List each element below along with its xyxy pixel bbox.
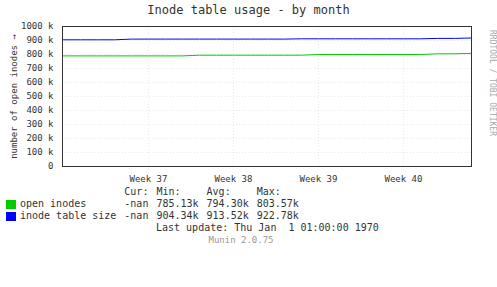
html-text:913.52k: 913.52k [206,210,249,221]
svg-text:0: 0 [48,161,53,171]
html-text:785.13k: 785.13k [156,198,199,209]
svg-text:900 k: 900 k [26,35,54,45]
html-text:open inodes: open inodes [20,198,87,209]
svg-text:100 k: 100 k [26,147,54,157]
html-text:794.30k: 794.30k [206,198,249,209]
html-text:-nan: -nan [124,198,149,209]
svg-text:400 k: 400 k [26,105,54,115]
svg-text:number of open inodes →: number of open inodes → [9,34,19,159]
html-text:inode table size: inode table size [20,210,117,221]
svg-text:Week 38: Week 38 [215,174,253,184]
svg-text:800 k: 800 k [26,49,54,59]
html-text:803.57k: 803.57k [256,198,299,209]
html-text:RRDTOOL / TOBI OETIKER: RRDTOOL / TOBI OETIKER [488,30,497,136]
svg-text:700 k: 700 k [26,63,54,73]
html-text:922.78k: 922.78k [256,210,299,221]
html-text:904.34k: 904.34k [156,210,199,221]
svg-text:Week 40: Week 40 [385,174,423,184]
html-text:Inode table usage - by month: Inode table usage - by month [147,3,350,17]
svg-text:500 k: 500 k [26,91,54,101]
html-text:Munin 2.0.75: Munin 2.0.75 [208,235,274,245]
svg-text:300 k: 300 k [26,119,54,129]
html-text:Avg:: Avg: [206,186,231,197]
html-text:Min:: Min: [156,186,181,197]
html-text:Cur:: Cur: [124,186,149,197]
html-text:Max:: Max: [256,186,281,197]
svg-text:200 k: 200 k [26,133,54,143]
html-text:-nan: -nan [124,210,149,221]
svg-text:Week 39: Week 39 [300,174,338,184]
html-text:Last update: Thu Jan 1 01:00:0: Last update: Thu Jan 1 01:00:00 1970 [156,222,379,233]
svg-text:1000 k: 1000 k [21,21,54,31]
svg-text:600 k: 600 k [26,77,54,87]
svg-text:Week 37: Week 37 [130,174,168,184]
